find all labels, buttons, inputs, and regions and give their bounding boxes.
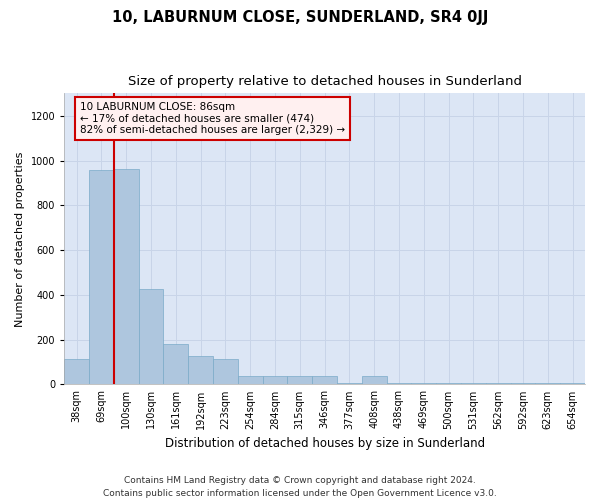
Bar [486,382,511,384]
Bar [287,376,312,384]
Bar [89,170,114,384]
Bar [163,344,188,384]
Text: Contains HM Land Registry data © Crown copyright and database right 2024.
Contai: Contains HM Land Registry data © Crown c… [103,476,497,498]
Bar [560,382,585,384]
X-axis label: Distribution of detached houses by size in Sunderland: Distribution of detached houses by size … [164,437,485,450]
Bar [337,382,362,384]
Bar [535,382,560,384]
Y-axis label: Number of detached properties: Number of detached properties [15,151,25,326]
Bar [213,359,238,384]
Bar [64,359,89,384]
Bar [263,376,287,384]
Bar [114,170,139,384]
Bar [386,382,412,384]
Title: Size of property relative to detached houses in Sunderland: Size of property relative to detached ho… [128,75,521,88]
Bar [362,376,386,384]
Text: 10 LABURNUM CLOSE: 86sqm
← 17% of detached houses are smaller (474)
82% of semi-: 10 LABURNUM CLOSE: 86sqm ← 17% of detach… [80,102,345,136]
Bar [511,382,535,384]
Bar [139,288,163,384]
Bar [461,382,486,384]
Bar [312,376,337,384]
Bar [436,382,461,384]
Bar [412,382,436,384]
Bar [238,376,263,384]
Bar [188,356,213,384]
Text: 10, LABURNUM CLOSE, SUNDERLAND, SR4 0JJ: 10, LABURNUM CLOSE, SUNDERLAND, SR4 0JJ [112,10,488,25]
